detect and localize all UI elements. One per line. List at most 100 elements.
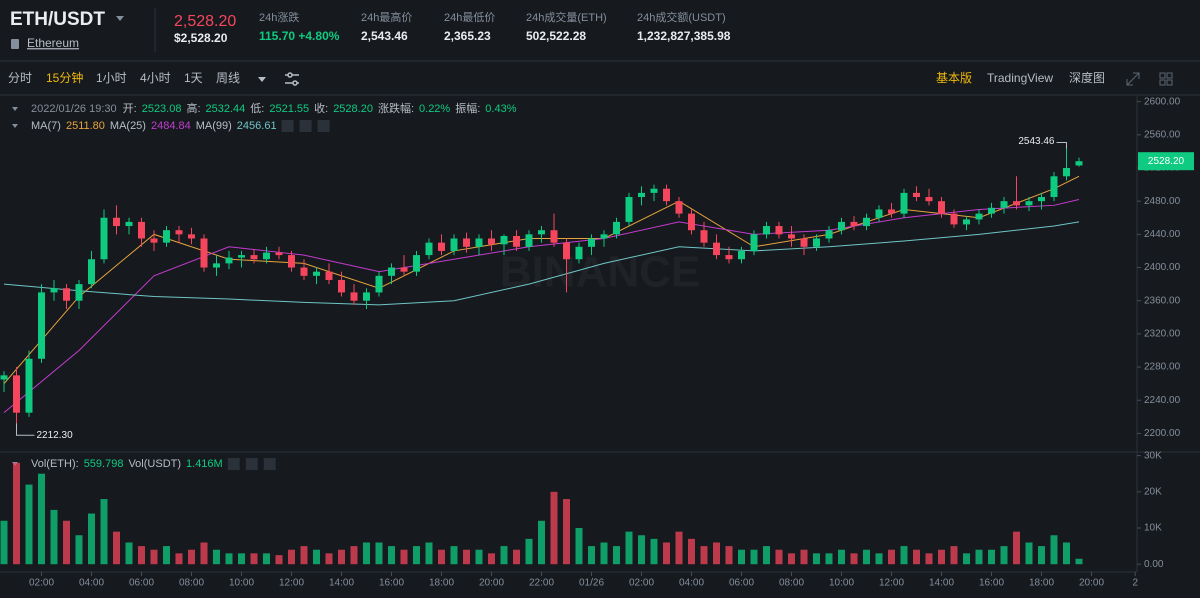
interval-tab[interactable]: 15分钟: [46, 70, 83, 85]
candle-body: [538, 230, 545, 235]
volume-bar: [588, 546, 595, 565]
interval-tab[interactable]: 1天: [184, 71, 203, 85]
candle-body: [38, 292, 45, 359]
candle-body: [513, 236, 520, 247]
volume-bar: [925, 553, 933, 565]
x-tick-label: 08:00: [179, 578, 204, 589]
legend-toggle[interactable]: [12, 107, 18, 111]
volume-bar: [725, 546, 733, 565]
candle-body: [838, 221, 845, 231]
volume-bar: [425, 542, 433, 565]
layout-icon[interactable]: [1159, 72, 1173, 86]
volume-bar: [913, 549, 920, 565]
candle-body: [800, 238, 808, 247]
y-tick-label: 2360.00: [1144, 295, 1181, 306]
volume-bar: [338, 549, 345, 565]
y-tick-label: 10K: [1144, 523, 1162, 534]
volume-bar: [625, 531, 633, 565]
vol-legend-value: 559.798: [84, 458, 124, 470]
candle-body: [138, 221, 145, 239]
stat-value: 2,365.23: [444, 29, 491, 43]
view-tab[interactable]: TradingView: [987, 71, 1053, 85]
volume-bar: [575, 528, 583, 565]
volume-bar: [313, 549, 320, 565]
x-tick-label: 06:00: [129, 578, 154, 589]
interval-tab[interactable]: 4小时: [140, 71, 171, 85]
volume-bar: [1050, 535, 1058, 565]
candle-body: [288, 255, 295, 268]
candle-body: [563, 242, 570, 260]
volume-bar: [650, 538, 658, 565]
volume-bar: [113, 531, 120, 565]
x-tick-label: 12:00: [279, 578, 304, 589]
volume-bar: [838, 549, 845, 565]
legend-button[interactable]: [245, 458, 258, 470]
legend-button[interactable]: [317, 120, 330, 132]
candle-body: [88, 259, 95, 285]
vol-legend-name: Vol(ETH):: [31, 458, 79, 470]
view-tab[interactable]: 深度图: [1069, 70, 1105, 85]
legend-value: 2528.20: [333, 103, 373, 115]
volume-bar: [1025, 542, 1033, 565]
pair-dropdown[interactable]: [116, 16, 124, 21]
volume-bar: [738, 549, 745, 565]
candle-body: [913, 192, 920, 198]
y-tick-label: 2400.00: [1144, 262, 1181, 273]
volume-bar: [600, 542, 608, 565]
candle-body: [888, 209, 895, 214]
ma-legend-name: MA(7): [31, 120, 61, 132]
x-tick-label: 14:00: [329, 578, 354, 589]
ma-legend-value: 2511.80: [66, 120, 105, 132]
legend-button[interactable]: [281, 120, 294, 132]
interval-tab[interactable]: 分时: [8, 71, 32, 85]
x-tick-label: 02:00: [629, 578, 654, 589]
volume-bar: [25, 484, 33, 565]
volume-bar: [963, 553, 970, 565]
coin-link[interactable]: Ethereum: [27, 36, 79, 50]
candle-body: [675, 201, 683, 214]
volume-bar: [988, 549, 995, 565]
interval-tab[interactable]: 1小时: [96, 71, 127, 85]
volume-bar: [713, 542, 720, 565]
volume-bar: [800, 549, 808, 565]
x-tick-label: 16:00: [979, 578, 1004, 589]
y-tick-label: 2440.00: [1144, 229, 1181, 240]
candle-body: [263, 252, 270, 260]
legend-value: 2521.55: [269, 103, 309, 115]
volume-bar: [413, 546, 420, 565]
candle-body: [825, 230, 833, 239]
volume-bar: [38, 473, 45, 565]
volume-bar: [1038, 546, 1045, 565]
legend-label: 高:: [186, 101, 200, 115]
candle-body: [200, 238, 208, 268]
volume-bar: [88, 513, 95, 565]
x-tick-label: 04:00: [679, 578, 704, 589]
volume-bar: [700, 546, 708, 565]
candle-body: [413, 255, 420, 272]
candle-body: [650, 188, 658, 193]
y-tick-label: 2240.00: [1144, 395, 1181, 406]
legend-button[interactable]: [227, 458, 240, 470]
volume-bar: [638, 535, 645, 565]
x-tick-label: 10:00: [229, 578, 254, 589]
stat-label: 24h成交额(USDT): [637, 10, 726, 24]
legend-button[interactable]: [263, 458, 276, 470]
interval-dropdown[interactable]: [258, 77, 266, 82]
stat-label: 24h最低价: [444, 11, 495, 24]
settings-icon[interactable]: [285, 72, 299, 86]
candle-body: [925, 197, 933, 202]
ma-legend-value: 2456.61: [237, 120, 277, 132]
legend-button[interactable]: [299, 120, 312, 132]
candle-body: [300, 267, 308, 276]
volume-bar: [275, 555, 283, 565]
candle-body: [963, 219, 970, 225]
candle-body: [750, 234, 758, 251]
fullscreen-icon[interactable]: [1126, 72, 1140, 86]
volume-bar: [163, 546, 170, 565]
view-tab[interactable]: 基本版: [936, 71, 972, 85]
interval-tab[interactable]: 周线: [216, 71, 240, 85]
volume-bar: [388, 546, 395, 565]
x-tick-label: 01/26: [579, 578, 604, 589]
legend-toggle[interactable]: [12, 124, 18, 128]
